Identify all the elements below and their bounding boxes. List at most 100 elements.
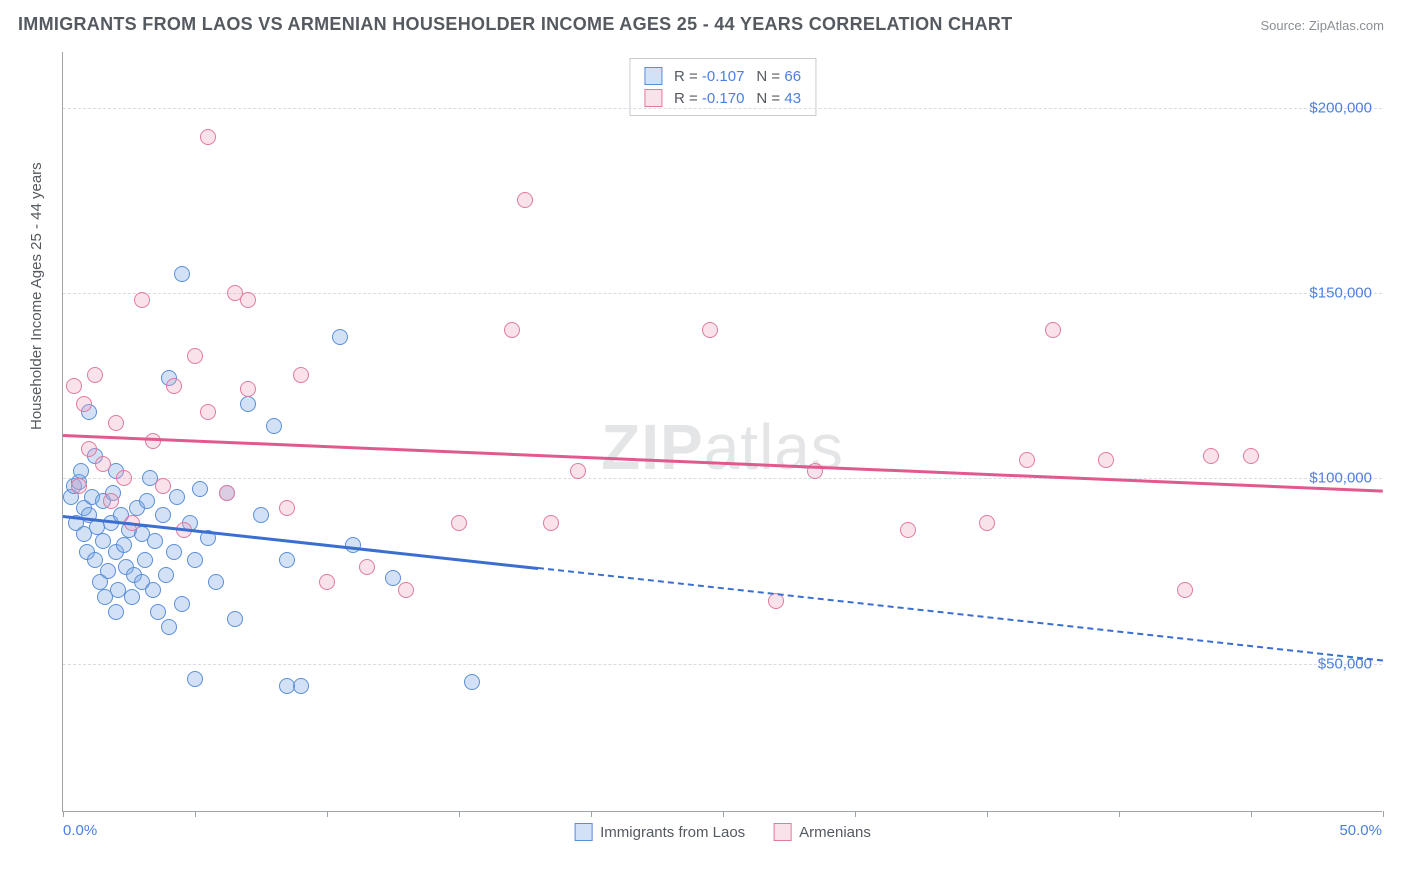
data-point-armenians xyxy=(76,396,92,412)
trendline-laos-dashed xyxy=(538,567,1383,662)
data-point-armenians xyxy=(293,367,309,383)
data-point-armenians xyxy=(900,522,916,538)
x-tick xyxy=(327,811,328,817)
x-tick xyxy=(1383,811,1384,817)
data-point-armenians xyxy=(103,493,119,509)
data-point-armenians xyxy=(66,378,82,394)
x-axis-min-label: 0.0% xyxy=(63,822,97,839)
data-point-armenians xyxy=(155,478,171,494)
data-point-laos xyxy=(161,619,177,635)
data-point-laos xyxy=(279,678,295,694)
swatch-blue-icon xyxy=(644,67,662,85)
trendline-armenians xyxy=(63,434,1383,492)
data-point-laos xyxy=(166,544,182,560)
plot-area: ZIPatlas R = -0.107 N = 66 R = -0.170 N … xyxy=(62,52,1382,812)
data-point-armenians xyxy=(398,582,414,598)
data-point-laos xyxy=(332,329,348,345)
x-tick xyxy=(591,811,592,817)
data-point-laos xyxy=(124,589,140,605)
x-axis-max-label: 50.0% xyxy=(1339,822,1382,839)
correlation-chart: IMMIGRANTS FROM LAOS VS ARMENIAN HOUSEHO… xyxy=(0,0,1406,892)
data-point-laos xyxy=(137,552,153,568)
legend-label-laos: Immigrants from Laos xyxy=(600,824,745,841)
x-tick xyxy=(1251,811,1252,817)
y-tick-label: $200,000 xyxy=(1309,99,1372,116)
data-point-laos xyxy=(108,604,124,620)
data-point-armenians xyxy=(570,463,586,479)
x-tick xyxy=(855,811,856,817)
data-point-laos xyxy=(87,552,103,568)
data-point-armenians xyxy=(95,456,111,472)
data-point-armenians xyxy=(979,515,995,531)
legend-item-laos: Immigrants from Laos xyxy=(574,823,745,841)
r-label: R = xyxy=(674,68,698,85)
data-point-laos xyxy=(266,418,282,434)
data-point-laos xyxy=(95,533,111,549)
data-point-armenians xyxy=(187,348,203,364)
data-point-laos xyxy=(174,596,190,612)
data-point-armenians xyxy=(319,574,335,590)
data-point-armenians xyxy=(504,322,520,338)
data-point-armenians xyxy=(108,415,124,431)
data-point-armenians xyxy=(702,322,718,338)
legend-stats-row-laos: R = -0.107 N = 66 xyxy=(644,65,801,87)
data-point-laos xyxy=(345,537,361,553)
data-point-laos xyxy=(150,604,166,620)
data-point-laos xyxy=(174,266,190,282)
data-point-laos xyxy=(169,489,185,505)
swatch-pink-icon xyxy=(773,823,791,841)
data-point-armenians xyxy=(71,478,87,494)
swatch-pink-icon xyxy=(644,89,662,107)
data-point-laos xyxy=(187,671,203,687)
data-point-armenians xyxy=(134,292,150,308)
r-value-armenians: -0.170 xyxy=(702,90,745,107)
data-point-laos xyxy=(145,582,161,598)
data-point-armenians xyxy=(1098,452,1114,468)
data-point-laos xyxy=(139,493,155,509)
data-point-armenians xyxy=(543,515,559,531)
data-point-armenians xyxy=(1243,448,1259,464)
data-point-armenians xyxy=(240,292,256,308)
n-value-armenians: 43 xyxy=(784,90,801,107)
n-label: N = xyxy=(756,68,780,85)
data-point-armenians xyxy=(1177,582,1193,598)
data-point-armenians xyxy=(87,367,103,383)
data-point-laos xyxy=(155,507,171,523)
legend-label-armenians: Armenians xyxy=(799,824,871,841)
data-point-armenians xyxy=(81,441,97,457)
data-point-armenians xyxy=(219,485,235,501)
legend-item-armenians: Armenians xyxy=(773,823,871,841)
data-point-laos xyxy=(240,396,256,412)
chart-title: IMMIGRANTS FROM LAOS VS ARMENIAN HOUSEHO… xyxy=(18,14,1012,35)
legend-stats-row-armenians: R = -0.170 N = 43 xyxy=(644,87,801,109)
data-point-armenians xyxy=(279,500,295,516)
data-point-armenians xyxy=(359,559,375,575)
x-tick xyxy=(63,811,64,817)
x-tick xyxy=(195,811,196,817)
r-value-laos: -0.107 xyxy=(702,68,745,85)
x-tick xyxy=(987,811,988,817)
data-point-laos xyxy=(187,552,203,568)
data-point-laos xyxy=(158,567,174,583)
source-label: Source: xyxy=(1260,18,1308,33)
data-point-laos xyxy=(116,537,132,553)
data-point-armenians xyxy=(517,192,533,208)
data-point-armenians xyxy=(200,404,216,420)
data-point-armenians xyxy=(200,129,216,145)
data-point-armenians xyxy=(451,515,467,531)
gridline-h xyxy=(63,108,1382,109)
data-point-laos xyxy=(100,563,116,579)
gridline-h xyxy=(63,664,1382,665)
data-point-armenians xyxy=(1045,322,1061,338)
data-point-armenians xyxy=(116,470,132,486)
data-point-laos xyxy=(208,574,224,590)
swatch-blue-icon xyxy=(574,823,592,841)
data-point-armenians xyxy=(145,433,161,449)
r-label: R = xyxy=(674,90,698,107)
source-value: ZipAtlas.com xyxy=(1309,18,1384,33)
x-tick xyxy=(459,811,460,817)
source-attribution: Source: ZipAtlas.com xyxy=(1260,18,1384,33)
data-point-laos xyxy=(227,611,243,627)
watermark-bold: ZIP xyxy=(601,411,704,483)
y-axis-label: Householder Income Ages 25 - 44 years xyxy=(28,162,45,430)
